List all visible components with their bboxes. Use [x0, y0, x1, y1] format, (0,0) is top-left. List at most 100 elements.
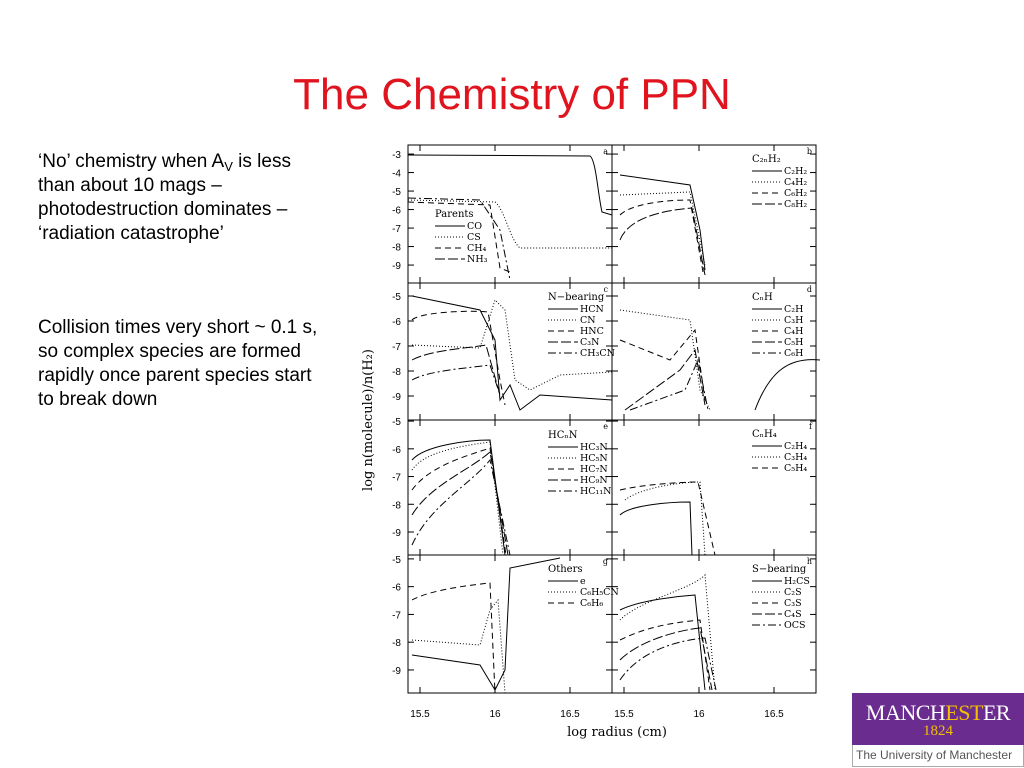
legend-label: C₆H₂ — [784, 188, 807, 199]
legend-label: HC₉N — [580, 475, 608, 486]
curve — [411, 310, 506, 406]
curve — [619, 637, 717, 691]
legend-label: C₃H₄ — [784, 452, 807, 463]
x-tick-label: 16.5 — [764, 709, 784, 720]
curve — [411, 447, 507, 556]
logo-block: MANCHESTER 1824 — [852, 693, 1024, 745]
panel-letter: h — [807, 557, 812, 566]
legend-label: C₅H — [784, 337, 803, 348]
curve — [411, 598, 506, 694]
curve — [619, 174, 706, 271]
curve — [619, 309, 711, 411]
y-tick-label: -7 — [392, 342, 401, 353]
legend-label: OCS — [784, 620, 806, 631]
x-axis-label: log radius (cm) — [567, 725, 667, 740]
curve — [619, 481, 716, 556]
panel-letter: b — [807, 147, 812, 156]
legend-label: HC₇N — [580, 464, 608, 475]
logo-subtitle: The University of Manchester — [852, 745, 1024, 767]
legend-label: CH₄ — [467, 243, 487, 254]
legend-label: HNC — [580, 326, 604, 337]
x-tick-label: 16 — [693, 709, 705, 720]
curve — [407, 154, 613, 216]
curve — [411, 439, 506, 556]
curve — [407, 197, 511, 281]
y-tick-label: -8 — [392, 243, 401, 254]
curve — [619, 619, 711, 691]
legend-label: C₂H — [784, 304, 803, 315]
bullet-text: Collision times very short ~ 0.1 s, so c… — [38, 317, 318, 410]
legend-title: S−bearing — [752, 564, 807, 575]
logo-text: MANCH — [865, 700, 946, 725]
y-tick-label: -7 — [392, 224, 401, 235]
logo-text: ER — [982, 700, 1011, 725]
bullet: ‘No’ chemistry when AV is less than abou… — [38, 150, 328, 246]
legend-label: HC₃N — [580, 442, 608, 453]
y-tick-label: -8 — [392, 638, 401, 649]
curve — [619, 501, 693, 556]
logo-year: 1824 — [923, 723, 953, 739]
bullet-subscript: V — [224, 159, 233, 174]
y-tick-label: -6 — [392, 445, 401, 456]
y-tick-label: -5 — [392, 417, 401, 428]
bullet-text: is less than about 10 mags – photodestru… — [38, 151, 291, 244]
legend-label: C₆H₆ — [580, 598, 603, 609]
curve — [619, 191, 706, 266]
legend-label: C₂H₂ — [784, 166, 807, 177]
y-tick-label: -6 — [392, 583, 401, 594]
legend-label: CO — [467, 221, 482, 232]
y-tick-label: -3 — [392, 150, 401, 161]
y-tick-label: -9 — [392, 666, 401, 677]
x-tick-label: 16 — [489, 709, 501, 720]
y-tick-label: -5 — [392, 292, 401, 303]
legend-label: C₅H₄ — [784, 463, 807, 474]
y-tick-label: -5 — [392, 187, 401, 198]
curve — [619, 627, 713, 691]
bullet: Collision times very short ~ 0.1 s, so c… — [38, 316, 328, 412]
legend-label: HCN — [580, 304, 604, 315]
legend-label: C₈H₂ — [784, 199, 807, 210]
panel-letter: g — [603, 557, 608, 566]
panel-letter: a — [603, 147, 608, 156]
curve — [619, 594, 706, 691]
y-tick-label: -5 — [392, 555, 401, 566]
legend-label: C₃S — [784, 598, 802, 609]
legend-label: CH₃CN — [580, 348, 615, 359]
y-tick-label: -8 — [392, 367, 401, 378]
y-tick-label: -6 — [392, 206, 401, 217]
legend-title: HCₙN — [548, 430, 578, 441]
curve — [619, 328, 706, 401]
curve — [619, 207, 706, 276]
logo-name: MANCHESTER — [852, 693, 1024, 726]
y-tick-label: -9 — [392, 261, 401, 272]
curve — [411, 582, 496, 694]
legend-label: C₄S — [784, 609, 802, 620]
legend-label: C₆H — [784, 348, 803, 359]
y-tick-label: -7 — [392, 610, 401, 621]
curve — [407, 201, 511, 273]
legend-title: Others — [548, 564, 583, 575]
legend-title: CₙH₄ — [752, 429, 777, 440]
legend-label: HC₁₁N — [580, 486, 611, 497]
curve — [411, 451, 509, 556]
legend-label: NH₃ — [467, 254, 488, 265]
legend-label: HC₅N — [580, 453, 608, 464]
curve — [754, 359, 821, 411]
slide-title: The Chemistry of PPN — [293, 70, 731, 119]
logo-text: EST — [945, 700, 983, 725]
x-tick-label: 16.5 — [560, 709, 580, 720]
y-tick-label: -8 — [392, 500, 401, 511]
y-tick-label: -7 — [392, 473, 401, 484]
legend-title: Parents — [435, 209, 474, 220]
y-tick-label: -6 — [392, 317, 401, 328]
y-tick-label: -4 — [392, 169, 401, 180]
legend-label: C₄H₂ — [784, 177, 807, 188]
legend-title: N−bearing — [548, 292, 605, 303]
y-axis-label: log n(molecule)/n(H₂) — [361, 349, 376, 491]
x-tick-label: 15.5 — [410, 709, 430, 720]
curve — [411, 295, 613, 411]
panel-frame — [611, 554, 817, 694]
panel-letter: f — [809, 422, 813, 431]
curve — [629, 358, 709, 411]
